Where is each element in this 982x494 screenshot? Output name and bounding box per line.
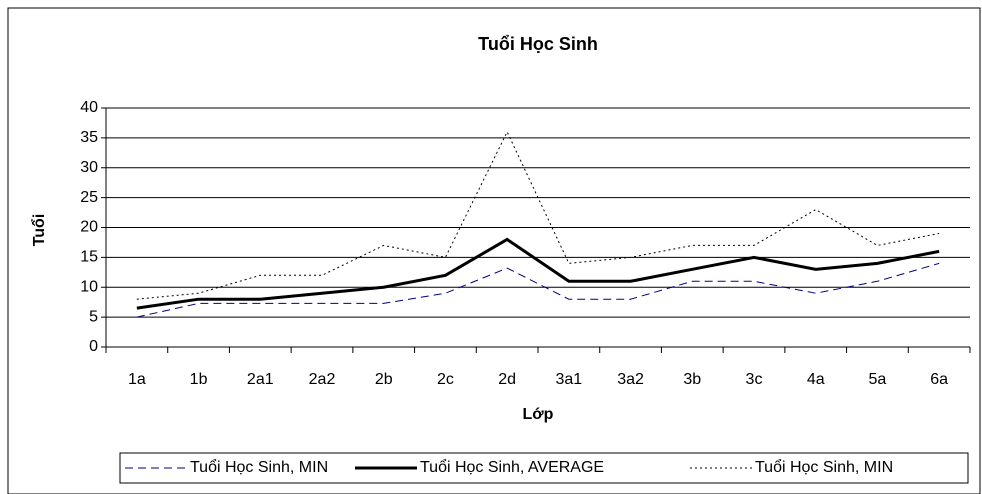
legend-label: Tuổi Học Sinh, AVERAGE	[420, 458, 604, 476]
y-tick-label: 15	[80, 249, 98, 266]
y-tick-label: 40	[80, 99, 98, 116]
y-tick-label: 25	[80, 189, 98, 206]
x-tick-label: 3c	[746, 371, 763, 388]
x-tick-label: 5a	[869, 371, 887, 388]
chart-title: Tuổi Học Sinh	[478, 34, 598, 54]
x-axis-title: Lớp	[523, 406, 554, 423]
series-line	[136, 262, 940, 318]
series-line	[136, 237, 940, 310]
legend-box	[119, 452, 969, 484]
y-tick-label: 30	[80, 159, 98, 176]
y-tick-label: 10	[80, 278, 98, 295]
x-tick-label: 3b	[683, 371, 701, 388]
chart-border	[7, 7, 981, 494]
x-tick-label: 1a	[128, 371, 146, 388]
legend-label: Tuổi Học Sinh, MIN	[755, 458, 893, 476]
x-tick-label: 2d	[498, 371, 516, 388]
y-axis-title: Tuổi	[30, 214, 48, 247]
x-tick-label: 6a	[930, 371, 948, 388]
y-tick-label: 5	[89, 308, 98, 325]
series-line	[136, 130, 940, 300]
legend-label: Tuổi Học Sinh, MIN	[190, 458, 328, 476]
x-tick-label: 2a1	[247, 371, 274, 388]
y-tick-label: 35	[80, 129, 98, 146]
x-tick-label: 3a1	[556, 371, 583, 388]
x-tick-label: 2a2	[309, 371, 336, 388]
x-tick-label: 2c	[437, 371, 454, 388]
x-tick-label: 4a	[807, 371, 825, 388]
y-tick-label: 20	[80, 219, 98, 236]
y-tick-label: 0	[89, 338, 98, 355]
x-tick-label: 3a2	[617, 371, 644, 388]
x-tick-label: 2b	[375, 371, 393, 388]
x-tick-label: 1b	[190, 371, 208, 388]
